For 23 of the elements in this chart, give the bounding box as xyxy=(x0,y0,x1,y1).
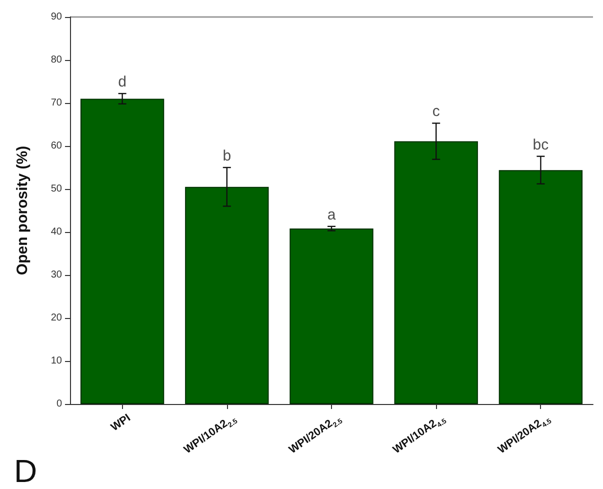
y-tick-label: 90 xyxy=(50,12,62,22)
y-tick-label: 10 xyxy=(50,356,62,366)
annotation: bc xyxy=(532,136,550,154)
y-tick-label: 0 xyxy=(56,398,62,410)
annotation: b xyxy=(222,148,232,164)
annotation: a xyxy=(327,206,336,224)
bar xyxy=(290,228,374,404)
annotation: d xyxy=(118,74,126,91)
bar xyxy=(394,141,478,404)
bar xyxy=(498,170,583,404)
bar xyxy=(185,186,269,404)
y-tick-label: 40 xyxy=(50,226,62,238)
annotation: c xyxy=(432,103,440,120)
y-tick-label: 50 xyxy=(50,184,62,194)
y-tick-label: 70 xyxy=(50,98,62,108)
x-tick-label: WPI xyxy=(109,412,134,434)
bar xyxy=(80,98,164,404)
y-tick-label: 80 xyxy=(50,54,62,66)
y-tick-label: 60 xyxy=(50,140,62,152)
y-tick-label: 30 xyxy=(50,270,62,280)
y-tick-label: 20 xyxy=(50,312,62,324)
y-axis-title: Open porosity (%) xyxy=(14,146,31,276)
text: D xyxy=(14,453,38,489)
